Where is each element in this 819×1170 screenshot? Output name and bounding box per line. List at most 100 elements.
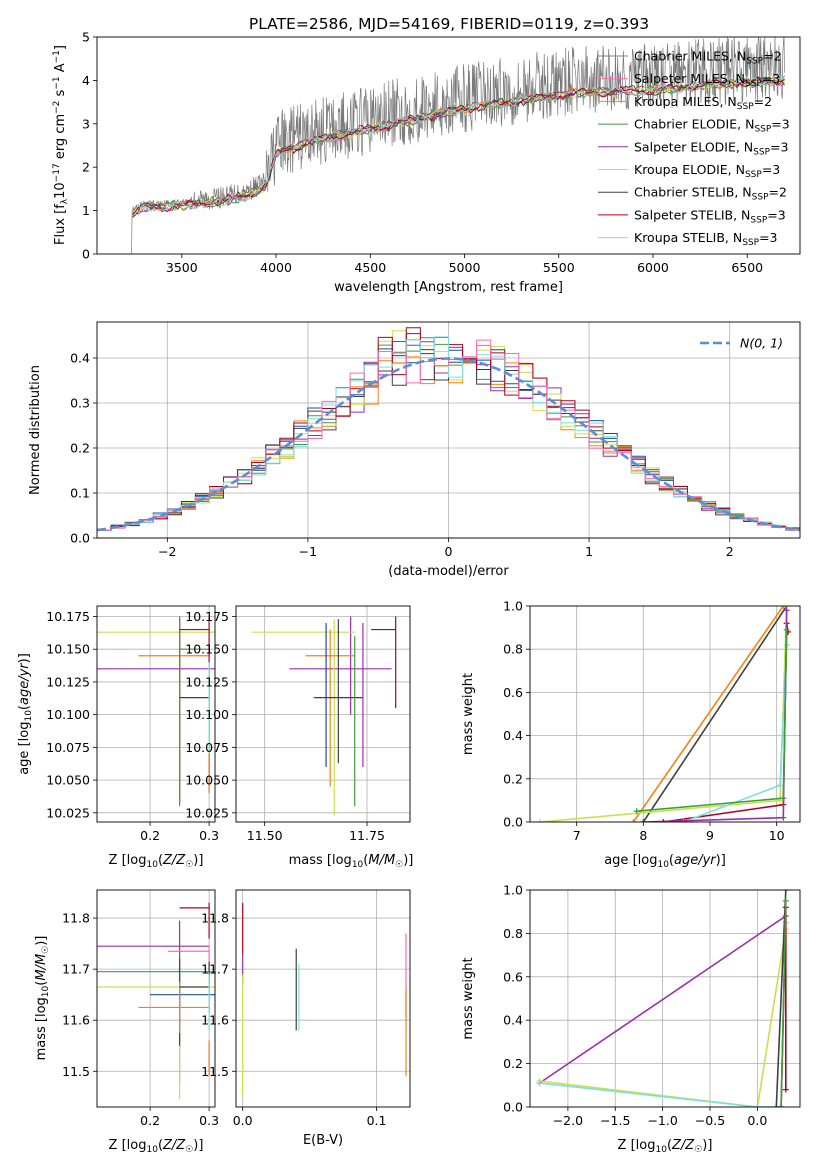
y-tick-label: 0.4 (503, 728, 523, 743)
x-tick-label: 5500 (543, 260, 575, 275)
residual-legend: N(0, 1) (700, 336, 783, 351)
y-tick-label: 2 (82, 160, 90, 175)
y-tick-label: 0.3 (70, 396, 90, 411)
y-tick-label: 0.6 (503, 969, 523, 984)
axes-frame (529, 605, 801, 823)
x-tick-label: 0.0 (747, 1113, 767, 1128)
panel-age_vs_mass: 11.50 11.75 10.025 10.050 10.075 10.100 10.125… (185, 605, 411, 843)
legend-label: Kroupa MILES, NSSP=2 (634, 94, 772, 112)
x-tick-label: 0.3 (199, 1113, 219, 1128)
y-tick-label: 11.8 (62, 911, 90, 926)
mass-weight-line (780, 900, 787, 1107)
x-tick-label: 9 (706, 828, 714, 843)
mass-weight-line (632, 606, 784, 822)
y-tick-label: 10.150 (46, 642, 90, 657)
panel-mass_vs_EBV: 0.0 0.1 11.5 11.6 11.7 11.8 E(B-V) (201, 889, 411, 1148)
y-tick-label: 0.2 (503, 771, 523, 786)
y-tick-label: 10.150 (185, 642, 229, 657)
x-tick-label: 10 (769, 828, 785, 843)
mass-weight-line (683, 644, 788, 822)
y-tick-label: 1.0 (503, 599, 523, 614)
y-axis-label: Normed distribution (28, 365, 43, 495)
x-tick-label: 11.75 (349, 828, 385, 843)
y-tick-label: 3 (82, 116, 90, 131)
plot-area (97, 902, 215, 1100)
y-tick-label: 0.2 (70, 441, 90, 456)
x-axis-label: E(B-V) (303, 1133, 343, 1148)
mass-weight-line (539, 915, 787, 1084)
y-tick-label: 10.025 (46, 805, 90, 820)
x-axis-label: wavelength [Angstrom, rest frame] (334, 280, 563, 295)
x-tick-label: 1 (585, 544, 593, 559)
y-tick-label: 10.125 (46, 674, 90, 689)
legend-label: Chabrier ELODIE, NSSP=3 (634, 117, 790, 135)
x-axis-label: Z [log10(Z/Z☉)] (109, 853, 204, 870)
y-tick-label: 0.2 (503, 1056, 523, 1071)
y-tick-label: 10.100 (46, 707, 90, 722)
x-tick-label: 5000 (449, 260, 481, 275)
residual-histogram-step (97, 339, 800, 531)
axes-frame (529, 889, 801, 1108)
legend-label: Chabrier MILES, NSSP=2 (634, 49, 782, 67)
y-tick-label: 10.175 (46, 609, 90, 624)
y-tick-label: 5 (82, 30, 90, 45)
x-tick-label: 2 (726, 544, 734, 559)
plot-area (537, 606, 791, 822)
x-axis-label: Z [log10(Z/Z☉)] (109, 1138, 204, 1155)
plot-area (97, 327, 800, 532)
y-tick-label: 0.8 (503, 642, 523, 657)
axes-frame (235, 605, 411, 823)
y-tick-label: 10.075 (46, 740, 90, 755)
x-tick-label: 0.0 (233, 1113, 253, 1128)
spectrum-model-line (132, 77, 785, 213)
plot-area (252, 616, 397, 816)
x-tick-label: −0.5 (695, 1113, 725, 1128)
panel-age_vs_Z: 0.2 0.3 10.025 10.050 10.075 10.100 10.125 10.1… (46, 605, 219, 843)
y-tick-label: 11.5 (62, 1064, 90, 1079)
x-tick-label: −1.0 (647, 1113, 677, 1128)
x-tick-label: 3500 (166, 260, 198, 275)
legend-label: Chabrier STELIB, NSSP=2 (634, 185, 787, 203)
x-tick-label: 0.2 (140, 828, 160, 843)
legend-label: Salpeter STELIB, NSSP=3 (634, 207, 786, 225)
x-tick-label: 0 (445, 544, 453, 559)
plot-area (536, 890, 789, 1107)
plot-area (97, 616, 215, 807)
plot-area (130, 37, 785, 254)
y-tick-label: 11.8 (201, 911, 229, 926)
legend-label: Kroupa ELODIE, NSSP=3 (634, 162, 780, 180)
y-axis-label: age [log10(age/yr)] (17, 653, 34, 775)
x-tick-label: 11.50 (247, 828, 283, 843)
axes-frame (235, 889, 411, 1108)
x-axis-label: (data-model)/error (388, 564, 509, 579)
axes-frame (96, 889, 216, 1108)
y-axis-label: mass weight (461, 673, 476, 755)
panel-mass_weight_vs_Z: −2.0 −1.5 −1.0 −0.5 0.0 0.0 0.2 0.4 0.6 0.8 1.0 mas… (461, 883, 801, 1128)
y-tick-label: 10.125 (185, 674, 229, 689)
spectrum-legend: Chabrier MILES, NSSP=2 Salpeter MILES, NS… (598, 49, 790, 248)
x-tick-label: 6500 (731, 260, 763, 275)
x-tick-label: 8 (639, 828, 647, 843)
x-tick-label: 4500 (354, 260, 386, 275)
y-tick-label: 11.6 (62, 1013, 90, 1028)
y-tick-label: 10.075 (185, 740, 229, 755)
y-tick-label: 0 (82, 247, 90, 262)
spectrum-model-line (132, 75, 785, 219)
panel-mass_vs_Z: 0.2 0.3 11.5 11.6 11.7 11.8 (62, 889, 219, 1128)
panel-mass_weight_vs_age: 7 8 9 10 0.0 0.2 0.4 0.6 0.8 1.0 mass weight (461, 599, 801, 843)
figure-title: PLATE=2586, MJD=54169, FIBERID=0119, z=0… (249, 15, 649, 33)
y-tick-label: 10.100 (185, 707, 229, 722)
residual-histogram-step (97, 336, 800, 531)
y-tick-label: 0.0 (503, 815, 523, 830)
legend-label: Salpeter MILES, NSSP=3 (634, 71, 780, 89)
x-axis-label: mass [log10(M/M☉)] (289, 853, 414, 870)
x-axis-label: age [log10(age/yr)] (604, 853, 726, 870)
x-tick-label: −2 (158, 544, 176, 559)
y-tick-label: 0.1 (70, 486, 90, 501)
legend-label: Salpeter ELODIE, NSSP=3 (634, 139, 788, 157)
panel-residuals: −2 −1 0 1 2 0.0 0.1 0.2 0.3 0.4 (data-model)/error… (28, 321, 801, 579)
y-tick-label: 1.0 (503, 883, 523, 898)
y-tick-label: 11.5 (201, 1064, 229, 1079)
y-tick-label: 0.6 (503, 685, 523, 700)
x-tick-label: 7 (573, 828, 581, 843)
